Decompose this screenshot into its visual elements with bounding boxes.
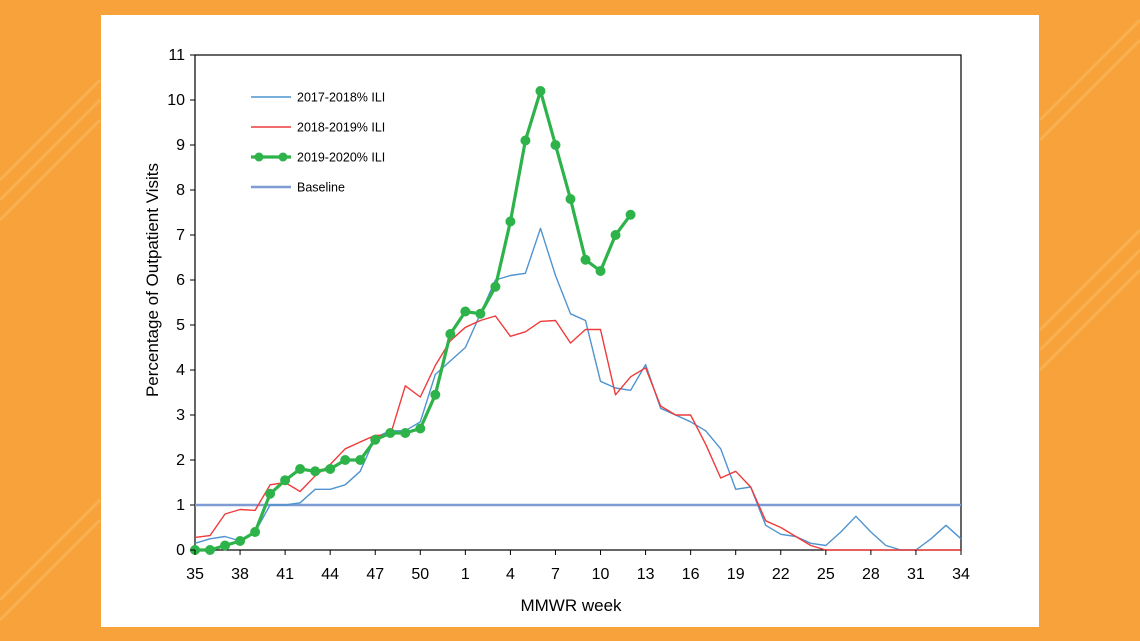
series-2019-2020-point <box>505 216 516 227</box>
stripe <box>1038 268 1140 372</box>
series-2019-2020-point <box>385 428 396 438</box>
diagonal-stripes <box>0 18 1140 622</box>
series-2019-2020-point <box>325 464 336 474</box>
stripe <box>0 118 102 222</box>
series-2019-2020-point <box>280 475 291 486</box>
x-tick-label: 41 <box>276 566 294 583</box>
y-tick-label: 9 <box>176 137 185 154</box>
series-2018-2019-line <box>194 315 961 551</box>
series-2019-2020-point <box>265 488 276 499</box>
stripe <box>0 498 102 602</box>
series-2019-2020-line <box>195 89 632 552</box>
x-tick-label: 34 <box>952 566 970 583</box>
legend-marker <box>278 152 288 162</box>
x-tick-label: 19 <box>727 566 745 583</box>
y-tick-label: 1 <box>176 497 185 514</box>
x-tick-label: 31 <box>907 566 925 583</box>
series-2019-2020-point <box>610 230 621 240</box>
series-2019-2020-point <box>520 135 531 146</box>
series-2019-2020-point <box>430 389 441 400</box>
stripe <box>1038 248 1140 352</box>
y-axis-ticks: 0 1 2 3 4 5 6 7 8 9 10 11 <box>167 47 195 559</box>
x-axis-ticks: 35 38 41 44 47 50 1 4 7 10 13 16 19 22 25 28 31 34 <box>186 550 970 583</box>
series-2019-2020-point <box>205 545 216 555</box>
plot-frame <box>194 54 962 551</box>
series-2019-2020-point <box>460 306 471 317</box>
legend-label: 2019-2020% ILI <box>297 151 385 165</box>
legend-label: Baseline <box>297 181 345 195</box>
stripe <box>0 98 102 202</box>
y-tick-label: 3 <box>176 407 185 424</box>
y-tick-label: 2 <box>176 452 185 469</box>
y-tick-label: 0 <box>176 542 185 559</box>
series-2019-2020-point <box>400 428 411 438</box>
stripe <box>1038 18 1140 122</box>
y-tick-label: 7 <box>176 227 185 244</box>
x-tick-label: 35 <box>186 566 204 583</box>
series-2019-2020-point <box>250 527 261 537</box>
x-tick-label: 10 <box>592 566 610 583</box>
y-tick-label: 5 <box>176 317 185 334</box>
series-2019-2020-point <box>490 281 501 292</box>
series-2019-2020-point <box>235 536 246 546</box>
series-2019-2020-point <box>445 329 456 339</box>
series-layer <box>190 86 962 555</box>
x-tick-label: 28 <box>862 566 880 583</box>
series-2019-2020-point <box>475 308 486 319</box>
series-2019-2020-point <box>340 455 351 465</box>
x-tick-label: 1 <box>461 566 470 583</box>
series-2019-2020-point <box>550 140 561 150</box>
series-2019-2020-point <box>310 466 321 477</box>
x-tick-label: 4 <box>506 566 515 583</box>
x-tick-label: 13 <box>637 566 655 583</box>
y-tick-label: 10 <box>167 92 185 109</box>
stripe <box>1038 228 1140 332</box>
x-tick-label: 44 <box>321 566 339 583</box>
series-2019-2020-point <box>355 455 366 465</box>
x-axis-title: MMWR week <box>520 596 622 615</box>
x-tick-label: 47 <box>366 566 384 583</box>
series-2019-2020-point <box>625 209 636 220</box>
y-tick-label: 8 <box>176 182 185 199</box>
legend-marker <box>254 152 264 162</box>
x-tick-label: 7 <box>551 566 560 583</box>
y-tick-label: 11 <box>168 47 185 64</box>
stripe <box>0 518 102 622</box>
series-2019-2020-point <box>415 423 426 434</box>
y-axis-title: Percentage of Outpatient Visits <box>143 163 162 397</box>
series-2019-2020-point <box>220 540 231 551</box>
x-tick-label: 38 <box>231 566 249 583</box>
legend-label: 2018-2019% ILI <box>297 121 385 135</box>
series-2019-2020-point <box>565 194 576 204</box>
x-tick-label: 22 <box>772 566 790 583</box>
stripe <box>0 78 102 182</box>
y-tick-label: 4 <box>176 362 185 379</box>
legend: 2017-2018% ILI 2018-2019% ILI 2019-2020% I… <box>251 91 385 195</box>
x-tick-label: 50 <box>411 566 429 583</box>
series-2019-2020-point <box>535 86 546 96</box>
stripe <box>1038 38 1140 142</box>
legend-label: 2017-2018% ILI <box>297 91 385 105</box>
series-2019-2020-point <box>580 254 591 265</box>
x-tick-label: 25 <box>817 566 835 583</box>
series-2019-2020-point <box>595 266 606 276</box>
series-2017-2018-line <box>194 227 962 551</box>
x-tick-label: 16 <box>682 566 700 583</box>
chart-card: 0 1 2 3 4 5 6 7 8 9 10 11 35 38 41 44 47 50 1 4 7 10 13 16 19 22… <box>101 15 1039 627</box>
series-2019-2020-point <box>295 464 306 474</box>
series-2019-2020-point <box>370 434 381 445</box>
y-tick-label: 6 <box>176 272 185 289</box>
plot-border <box>194 54 962 551</box>
